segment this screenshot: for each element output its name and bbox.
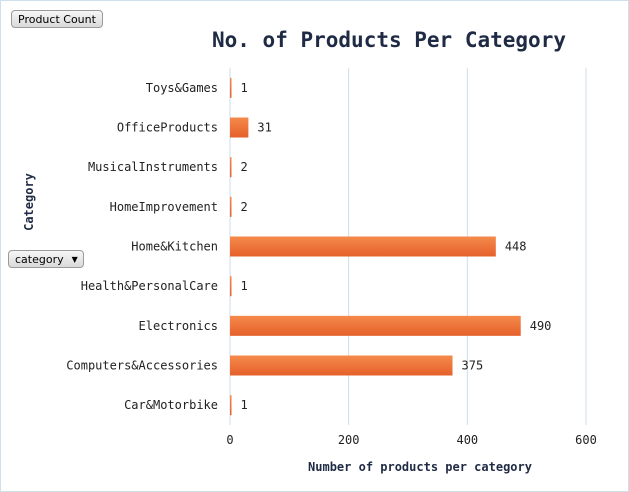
- data-label: 375: [462, 359, 484, 373]
- category-label: Toys&Games: [146, 81, 218, 95]
- bar: [230, 196, 232, 217]
- bar: [230, 276, 232, 297]
- data-label: 490: [530, 319, 552, 333]
- data-label: 1: [241, 279, 248, 293]
- bar: [230, 315, 521, 336]
- category-label: Car&Motorbike: [124, 398, 218, 412]
- bar: [230, 77, 232, 98]
- product-count-field-button[interactable]: Product Count: [11, 10, 103, 28]
- category-label: OfficeProducts: [117, 121, 218, 135]
- chevron-down-icon: ▼: [71, 254, 78, 264]
- data-label: 2: [241, 160, 248, 174]
- data-label: 448: [505, 240, 527, 254]
- x-tick-label: 0: [226, 433, 233, 447]
- bar: [230, 395, 232, 416]
- category-label: MusicalInstruments: [88, 160, 218, 174]
- x-tick-label: 400: [456, 433, 478, 447]
- category-dropdown-label: category: [15, 252, 64, 266]
- category-label: Electronics: [139, 319, 218, 333]
- bar: [230, 157, 232, 178]
- data-label: 2: [241, 200, 248, 214]
- category-label: Health&PersonalCare: [81, 279, 218, 293]
- x-tick-label: 600: [575, 433, 597, 447]
- data-label: 1: [241, 81, 248, 95]
- category-label: Computers&Accessories: [66, 359, 218, 373]
- category-field-dropdown[interactable]: category ▼: [8, 250, 84, 268]
- x-axis-label: Number of products per category: [308, 460, 532, 474]
- x-tick-label: 200: [338, 433, 360, 447]
- bar: [230, 117, 249, 138]
- category-label: HomeImprovement: [110, 200, 218, 214]
- y-axis-label: Category: [22, 173, 36, 231]
- data-label: 1: [241, 398, 248, 412]
- bar: [230, 355, 453, 376]
- chart-title: No. of Products Per Category: [212, 28, 566, 52]
- category-label: Home&Kitchen: [131, 240, 218, 254]
- data-label: 31: [257, 121, 271, 135]
- bar: [230, 236, 496, 257]
- product-count-label: Product Count: [18, 12, 96, 26]
